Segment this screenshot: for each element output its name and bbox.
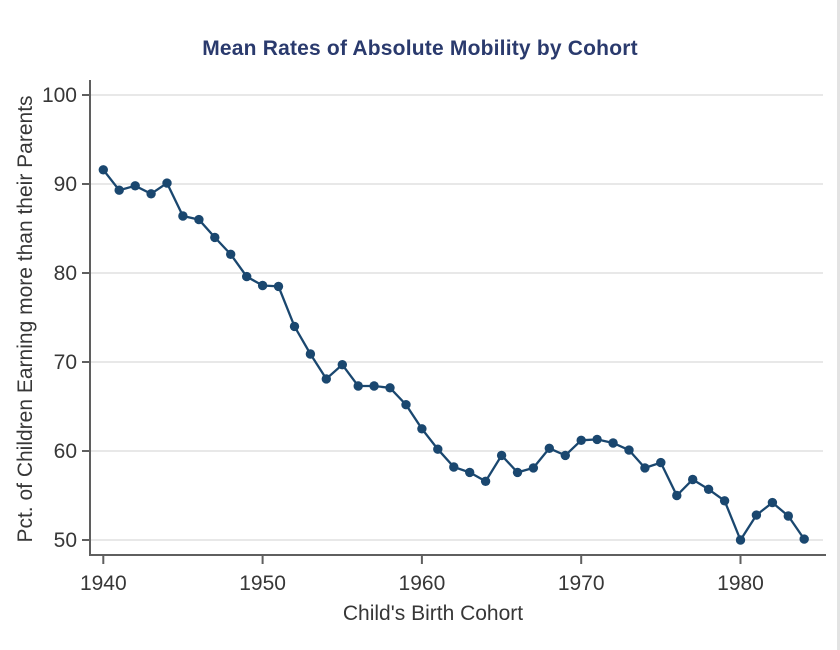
data-point	[767, 497, 778, 508]
mobility-trend-line	[102, 169, 806, 543]
data-point	[321, 374, 331, 384]
data-point	[560, 450, 570, 461]
data-point	[337, 360, 347, 370]
data-point	[656, 457, 666, 468]
data-point	[624, 445, 634, 455]
x-axis-title: Child's Birth Cohort	[342, 602, 524, 625]
data-point	[226, 249, 236, 259]
x-tick-label: 1970	[558, 572, 605, 595]
data-point	[672, 490, 682, 501]
data-point	[305, 349, 316, 359]
data-point	[735, 535, 746, 545]
data-point	[576, 435, 586, 445]
data-point	[449, 462, 459, 472]
data-point	[114, 185, 124, 195]
data-point	[130, 181, 140, 191]
data-point	[783, 511, 793, 521]
x-tick-label: 1980	[717, 572, 764, 595]
x-tick-label: 1960	[399, 572, 446, 595]
data-point	[98, 165, 109, 175]
y-tick-label: 60	[54, 440, 77, 463]
chart-title: Mean Rates of Absolute Mobility by Cohor…	[202, 37, 638, 60]
data-point	[465, 467, 475, 478]
data-point	[688, 474, 698, 485]
y-tick-label: 70	[54, 351, 77, 374]
x-tick-label: 1940	[80, 572, 127, 595]
y-tick-label: 100	[42, 84, 77, 107]
data-point	[178, 211, 188, 221]
x-tick-label: 1950	[239, 572, 286, 595]
screenshot-edge-artifact	[837, 0, 840, 650]
data-point	[719, 496, 730, 506]
data-point	[799, 534, 809, 544]
data-point	[512, 467, 523, 478]
data-point	[194, 214, 204, 225]
data-point	[385, 383, 395, 393]
data-point	[640, 463, 650, 473]
y-tick-label: 90	[54, 173, 77, 196]
data-point	[528, 463, 539, 473]
data-point	[480, 476, 491, 486]
data-point	[289, 321, 300, 332]
data-point	[401, 400, 411, 410]
y-tick-label: 50	[54, 529, 77, 552]
data-point	[751, 510, 762, 520]
data-point	[242, 271, 252, 282]
data-point	[544, 443, 554, 453]
data-point	[257, 280, 268, 291]
data-point	[433, 444, 443, 454]
data-point	[608, 438, 618, 448]
data-point	[210, 232, 220, 243]
data-point	[592, 434, 602, 445]
data-point	[369, 381, 379, 391]
y-tick-label: 80	[54, 262, 77, 285]
data-point	[703, 484, 714, 494]
data-point	[273, 281, 284, 292]
data-point	[417, 424, 427, 434]
data-point	[162, 178, 172, 188]
data-point	[353, 381, 363, 391]
data-point	[146, 189, 156, 199]
data-point	[496, 450, 507, 461]
